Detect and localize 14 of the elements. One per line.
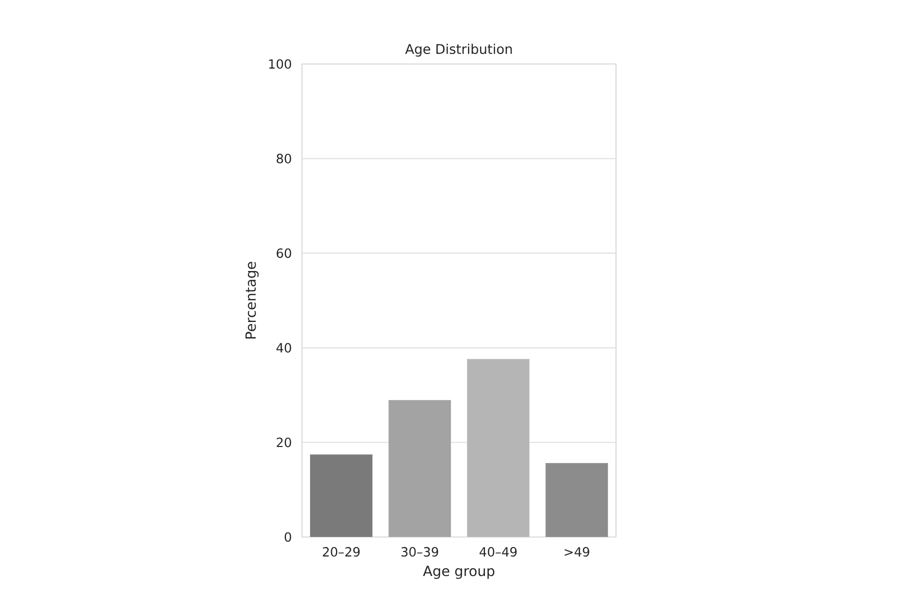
y-axis-title: Percentage	[246, 262, 259, 338]
y-tick-label: 60	[276, 248, 292, 258]
x-tick-label: 20–29	[322, 547, 360, 557]
x-tick-label: 40–49	[480, 547, 517, 557]
y-tick-label: 0	[284, 532, 292, 542]
x-tick-label: >49	[564, 547, 590, 557]
y-tick-label: 20	[276, 438, 292, 448]
chart-title: Age Distribution	[405, 44, 512, 57]
y-tick-label: 100	[269, 59, 292, 69]
x-tick-label: 30–39	[401, 547, 438, 557]
y-tick-label: 40	[276, 343, 292, 353]
x-axis-title: Age group	[423, 566, 494, 579]
bar	[310, 454, 373, 537]
y-tick-label: 80	[276, 154, 292, 164]
